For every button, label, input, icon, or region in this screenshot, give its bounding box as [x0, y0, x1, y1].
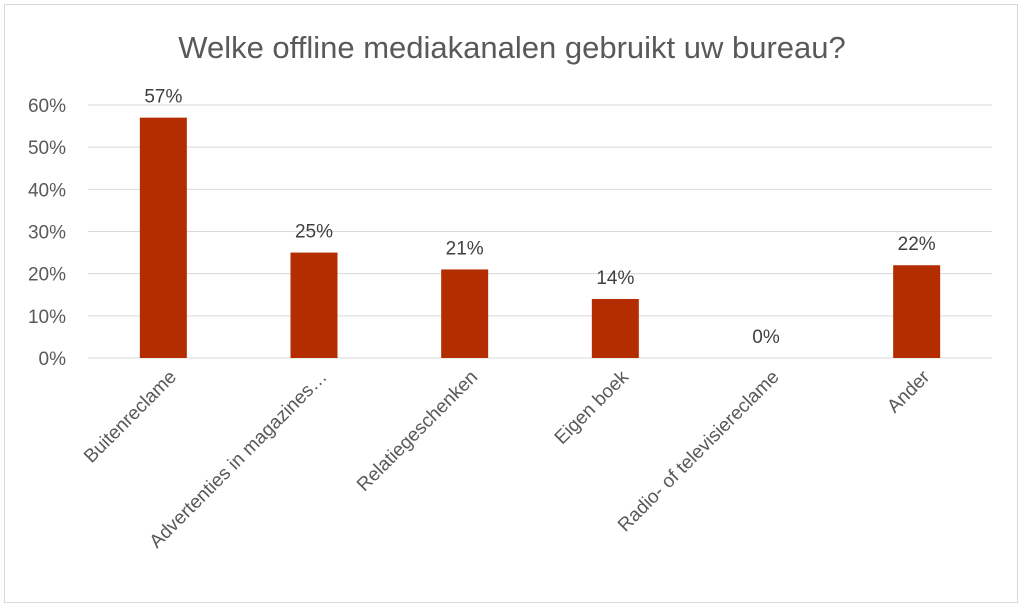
category-label: Relatiegeschenken: [353, 367, 482, 496]
y-tick-label: 30%: [28, 223, 66, 244]
data-label: 57%: [144, 87, 182, 108]
bars: [139, 117, 941, 359]
y-tick-label: 40%: [28, 180, 66, 201]
y-tick-label: 60%: [28, 96, 66, 117]
category-label: Ander: [884, 366, 935, 417]
y-tick-label: 0%: [39, 349, 67, 370]
category-label: Buitenreclame: [80, 367, 181, 468]
gridlines: [88, 104, 992, 359]
category-label: Radio- of televisiereclame: [614, 367, 783, 536]
bar: [441, 269, 489, 358]
bar: [139, 117, 187, 359]
data-label: 25%: [295, 222, 333, 243]
y-axis-tick-labels: 0% 10% 20% 30% 40% 50% 60%: [28, 96, 66, 370]
data-label: 14%: [596, 268, 634, 289]
y-tick-label: 10%: [28, 307, 66, 328]
y-tick-label: 50%: [28, 138, 66, 159]
data-label: 22%: [898, 234, 936, 255]
bar: [290, 252, 338, 358]
bar: [893, 265, 941, 358]
chart-title: Welke offline mediakanalen gebruikt uw b…: [178, 30, 846, 65]
category-label: Eigen boek: [551, 366, 633, 448]
y-tick-label: 20%: [28, 265, 66, 286]
bar: [591, 298, 639, 358]
data-label: 21%: [446, 238, 484, 259]
data-label: 0%: [752, 327, 780, 348]
category-label: Advertenties in magazines…: [146, 367, 332, 553]
data-labels: 57% 25% 21% 14% 0% 22%: [144, 87, 935, 348]
